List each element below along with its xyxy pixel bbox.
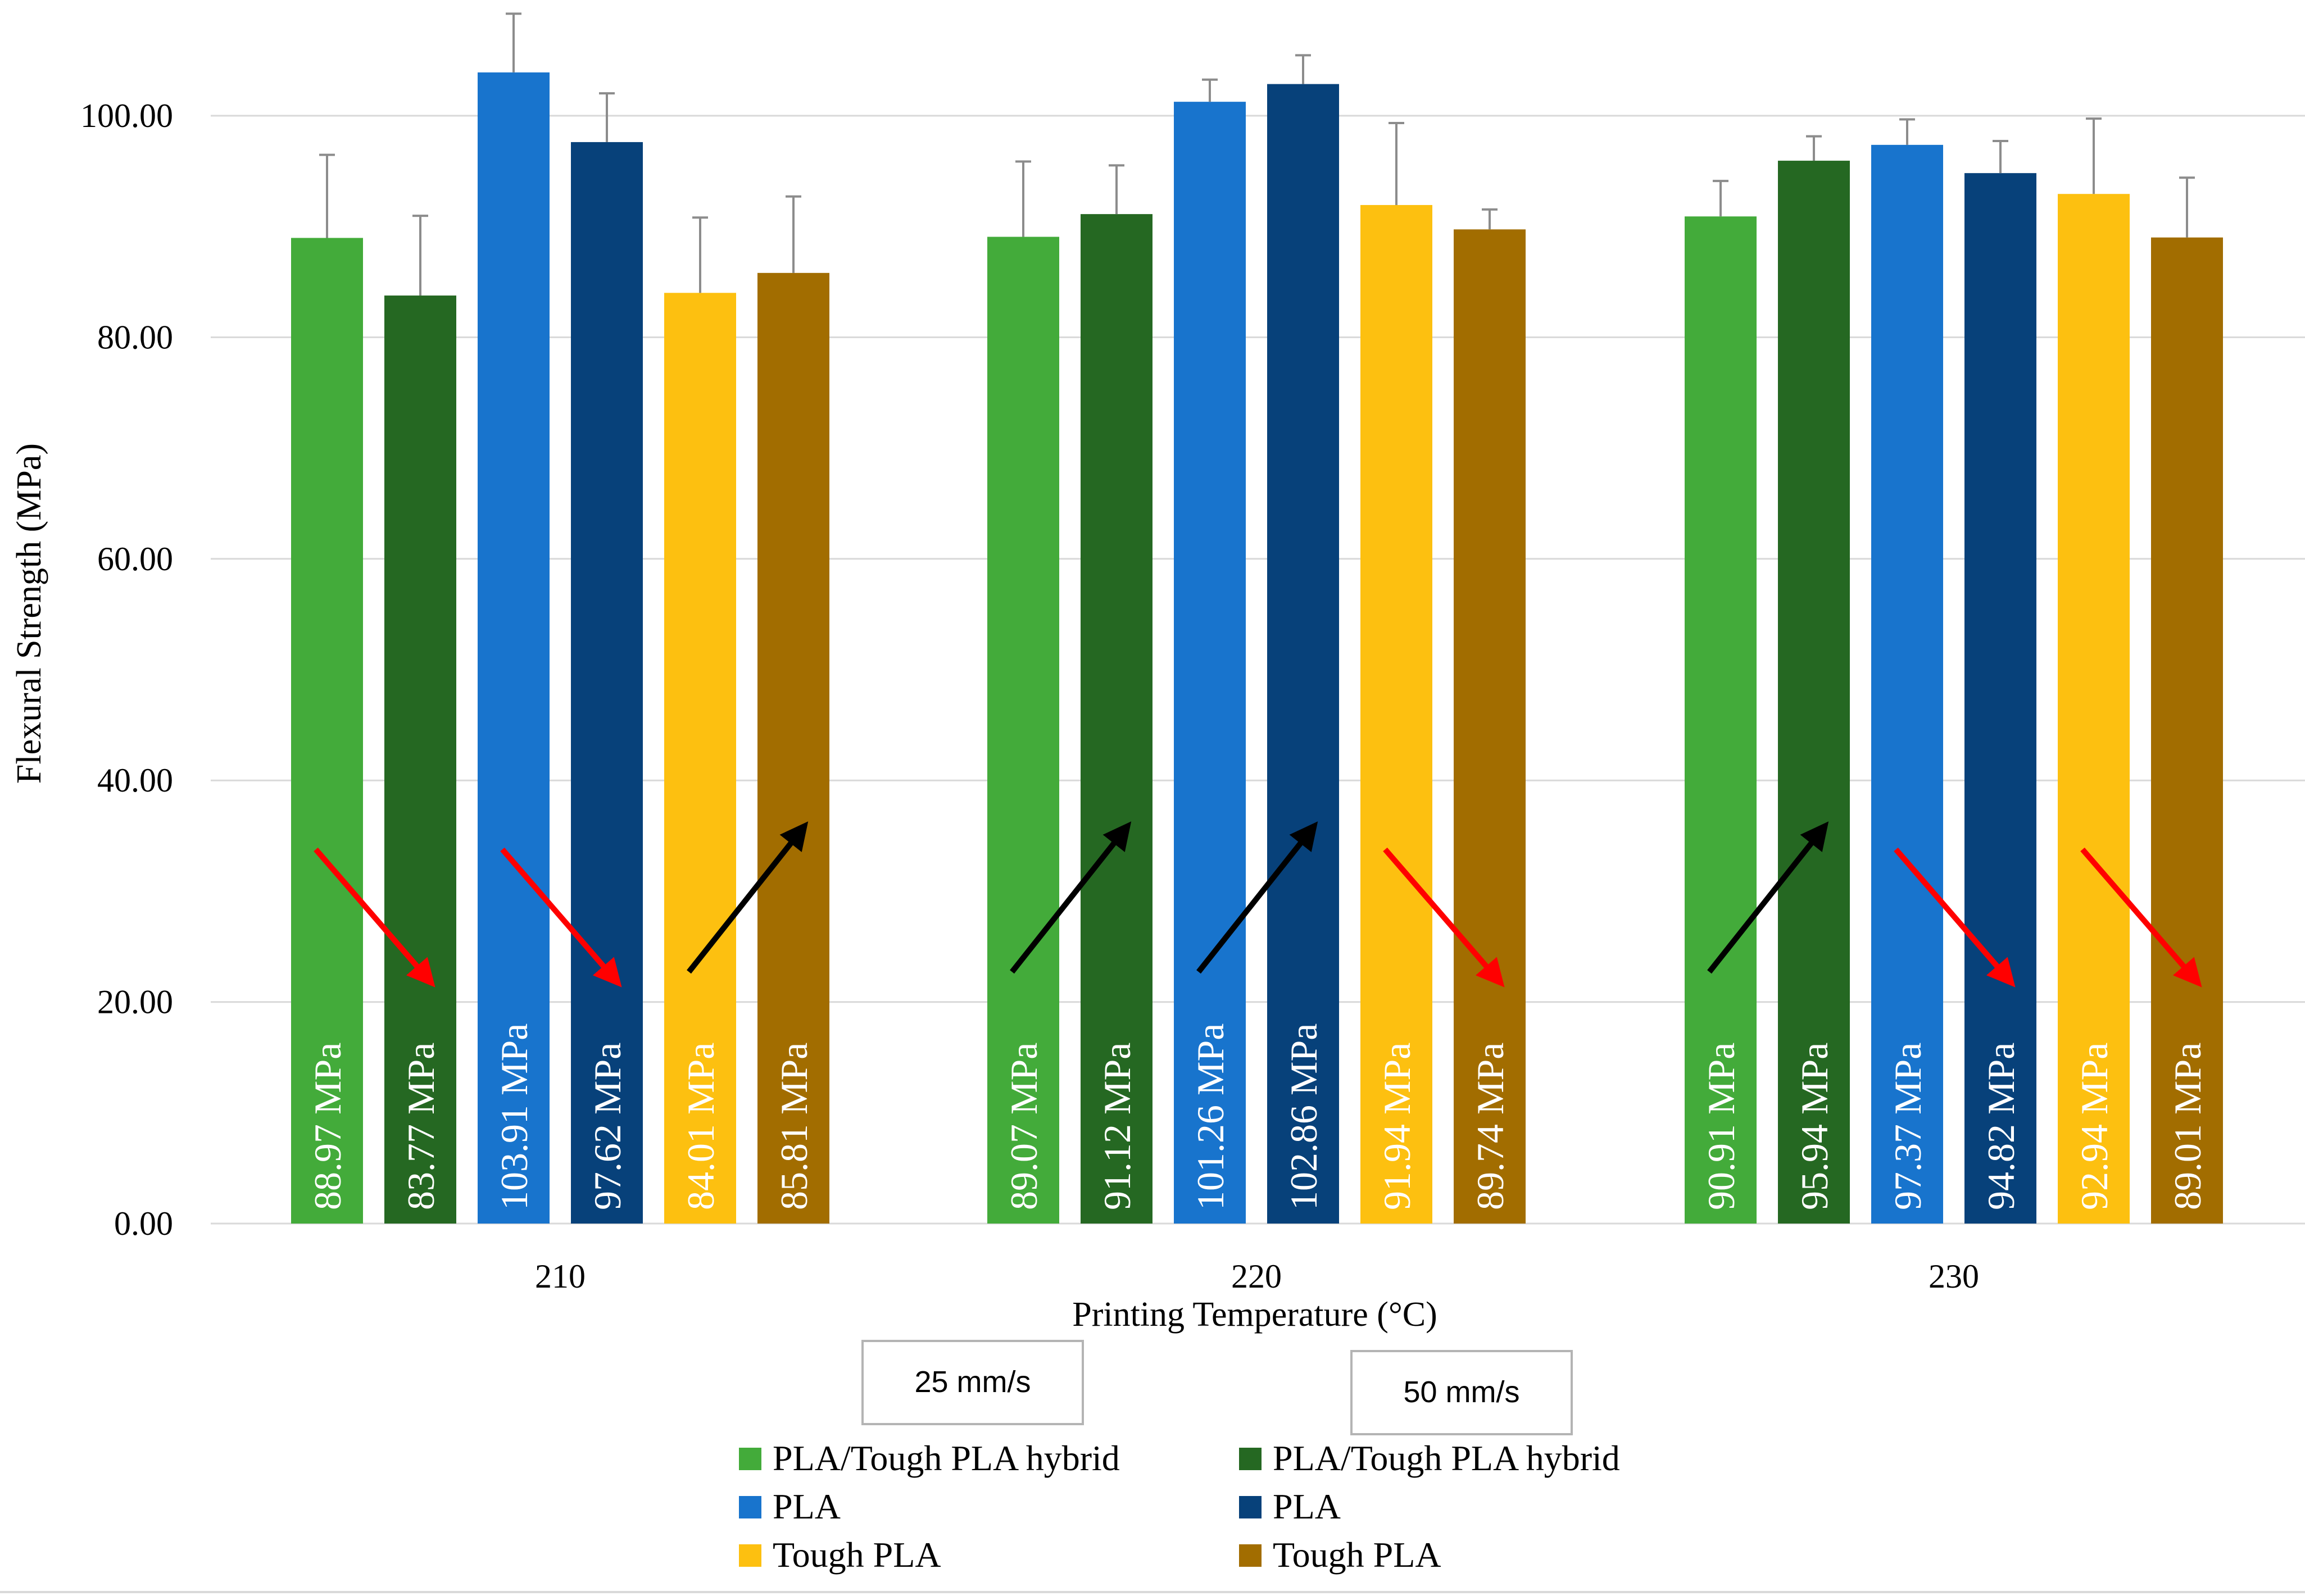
bar — [2058, 194, 2130, 1224]
bar-value-label: 89.07 MPa — [1002, 1043, 1045, 1210]
bar — [1871, 144, 1943, 1224]
bar — [1964, 173, 2036, 1224]
legend-entry: Tough PLA — [1273, 1535, 1441, 1575]
bar — [1685, 216, 1757, 1224]
bar — [2151, 237, 2223, 1224]
bar-value-label: 91.94 MPa — [1376, 1043, 1418, 1210]
bar — [384, 295, 456, 1224]
bar-value-label: 95.94 MPa — [1793, 1043, 1836, 1210]
bar — [757, 272, 829, 1224]
bar-value-label: 103.91 MPa — [493, 1024, 536, 1210]
bar-value-label: 84.01 MPa — [679, 1043, 722, 1210]
increase-arrow — [687, 821, 809, 974]
decrease-arrow — [500, 847, 622, 988]
bar — [987, 237, 1059, 1224]
speed-label-25-box — [861, 1340, 1084, 1425]
legend-swatch — [1239, 1544, 1262, 1567]
data-labels: 88.97 MPa 83.77 MPa 103.91 MPa 97.62 MPa 84.… — [306, 1024, 2209, 1210]
legend-entry: PLA/Tough PLA hybrid — [1273, 1438, 1620, 1478]
bar-value-label: 85.81 MPa — [773, 1043, 815, 1210]
y-tick-label: 20.00 — [97, 984, 173, 1021]
decrease-arrow — [1383, 847, 1505, 988]
legend-swatch — [739, 1496, 761, 1518]
bar-value-label: 92.94 MPa — [2073, 1043, 2116, 1210]
bars — [291, 72, 2223, 1224]
legend-entry: PLA — [773, 1486, 841, 1526]
bar-value-label: 88.97 MPa — [306, 1043, 349, 1210]
speed-label-50-box — [1350, 1350, 1573, 1435]
increase-arrow — [1707, 821, 1829, 974]
bar — [1267, 84, 1339, 1224]
bar — [1778, 161, 1850, 1224]
legend-swatch — [739, 1544, 761, 1567]
speed-label-50: 50 mm/s — [1350, 1350, 1573, 1435]
x-axis-title: Printing Temperature (°C) — [1072, 1295, 1437, 1334]
increase-arrow — [1196, 821, 1318, 974]
bar-value-label: 89.74 MPa — [1469, 1043, 1512, 1210]
x-axis-ticks: 210 220 230 — [535, 1258, 1979, 1295]
y-tick-label: 60.00 — [97, 540, 173, 578]
y-axis-ticks: 0.00 20.00 40.00 60.00 80.00 100.00 — [80, 97, 173, 1242]
legend-swatch — [1239, 1496, 1262, 1518]
bar-value-label: 94.82 MPa — [1980, 1043, 2022, 1210]
legend-entry: PLA/Tough PLA hybrid — [773, 1438, 1120, 1478]
legend-entry: PLA — [1273, 1486, 1341, 1526]
y-tick-label: 100.00 — [80, 97, 173, 134]
legend-swatch — [1239, 1448, 1262, 1470]
bar-value-label: 90.91 MPa — [1700, 1043, 1743, 1210]
error-bars — [319, 12, 2195, 296]
y-axis-title: Flexural Strength (MPa) — [10, 443, 48, 784]
y-tick-label: 40.00 — [97, 762, 173, 799]
bar-value-label: 97.62 MPa — [586, 1043, 629, 1210]
legend-entry: Tough PLA — [773, 1535, 941, 1575]
bar — [1081, 214, 1152, 1224]
bar-value-label: 97.37 MPa — [1886, 1043, 1929, 1210]
bar-value-label: 89.01 MPa — [2166, 1043, 2209, 1210]
x-tick-label: 230 — [1929, 1258, 1979, 1295]
increase-arrow — [1010, 821, 1132, 974]
bar — [1360, 204, 1432, 1224]
bar-value-label: 83.77 MPa — [400, 1043, 442, 1210]
bar — [1454, 229, 1526, 1224]
y-tick-label: 80.00 — [97, 319, 173, 356]
bar — [664, 293, 736, 1224]
bar — [291, 238, 363, 1224]
decrease-arrow — [1894, 847, 2016, 988]
x-tick-label: 210 — [535, 1258, 586, 1295]
decrease-arrow — [314, 847, 435, 988]
speed-label-50-text: 50 mm/s — [1403, 1375, 1519, 1409]
bar — [478, 72, 550, 1224]
speed-label-25-text: 25 mm/s — [914, 1365, 1031, 1399]
legend: PLA/Tough PLA hybrid PLA Tough PLA PLA/Toug… — [739, 1438, 1620, 1575]
bar-value-label: 102.86 MPa — [1282, 1024, 1325, 1210]
gridlines — [211, 115, 2305, 1225]
bar-value-label: 91.12 MPa — [1096, 1043, 1138, 1210]
bar — [1174, 102, 1246, 1224]
speed-label-25: 25 mm/s — [861, 1340, 1084, 1425]
decrease-arrow — [2080, 847, 2202, 988]
bar — [571, 142, 643, 1224]
trend-arrows — [314, 821, 2202, 988]
bar-value-label: 101.26 MPa — [1189, 1024, 1232, 1210]
x-tick-label: 220 — [1231, 1258, 1282, 1295]
y-tick-label: 0.00 — [114, 1205, 173, 1242]
legend-swatch — [739, 1448, 761, 1470]
